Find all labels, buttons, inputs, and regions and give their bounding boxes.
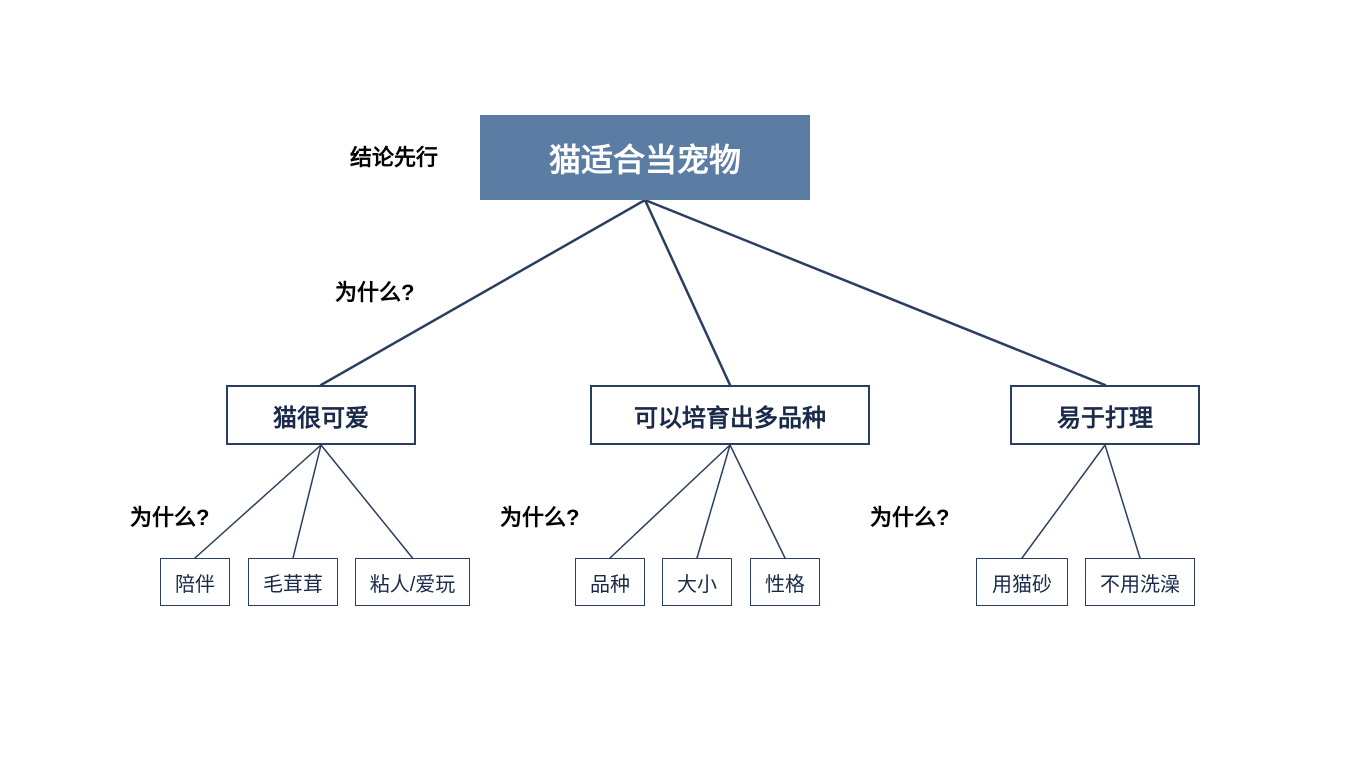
label-why-2: 为什么? <box>500 500 579 532</box>
label-why-root: 为什么? <box>335 275 414 307</box>
leaf-node-23: 性格 <box>750 558 820 606</box>
mid-node-2: 可以培育出多品种 <box>590 385 870 445</box>
leaf-node-32: 不用洗澡 <box>1085 558 1195 606</box>
root-node: 猫适合当宠物 <box>480 115 810 200</box>
leaf-node-31: 用猫砂 <box>976 558 1068 606</box>
mid-node-1: 猫很可爱 <box>226 385 416 445</box>
leaf-node-21: 品种 <box>575 558 645 606</box>
label-why-3: 为什么? <box>870 500 949 532</box>
label-why-1: 为什么? <box>130 500 209 532</box>
leaf-node-13: 粘人/爱玩 <box>355 558 470 606</box>
label-conclusion-first: 结论先行 <box>350 140 438 172</box>
leaf-node-22: 大小 <box>662 558 732 606</box>
leaf-node-12: 毛茸茸 <box>248 558 338 606</box>
leaf-node-11: 陪伴 <box>160 558 230 606</box>
mid-node-3: 易于打理 <box>1010 385 1200 445</box>
